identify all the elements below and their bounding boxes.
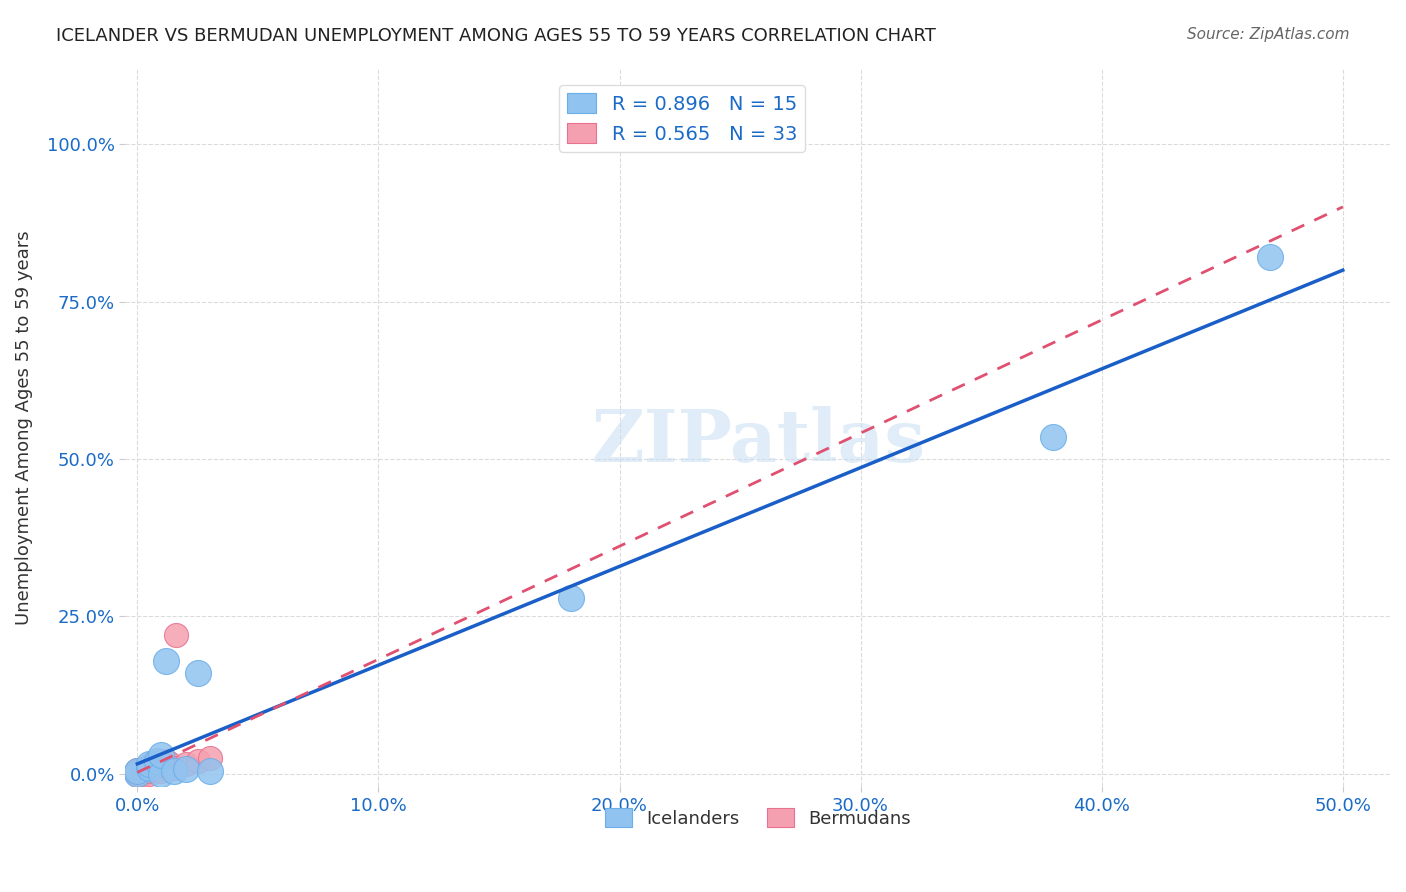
Point [187, 666, 209, 681]
Point [1260, 251, 1282, 265]
Point [157, 756, 180, 770]
Point [131, 764, 153, 779]
Point [138, 761, 160, 775]
Point [174, 762, 197, 776]
Text: ZIPatlas: ZIPatlas [591, 407, 925, 477]
Point [127, 767, 149, 781]
Point [155, 653, 177, 667]
Point [141, 763, 163, 777]
Point [150, 757, 173, 772]
Point [174, 757, 197, 772]
Y-axis label: Unemployment Among Ages 55 to 59 years: Unemployment Among Ages 55 to 59 years [15, 230, 32, 624]
Point [150, 764, 173, 778]
Point [198, 764, 221, 778]
Point [138, 757, 160, 772]
Point [138, 764, 160, 778]
Point [145, 754, 167, 768]
Point [127, 763, 149, 777]
Legend: Icelanders, Bermudans: Icelanders, Bermudans [598, 801, 918, 835]
Text: Source: ZipAtlas.com: Source: ZipAtlas.com [1187, 27, 1350, 42]
Point [127, 767, 149, 781]
Point [1042, 430, 1064, 444]
Point [131, 763, 153, 777]
Point [143, 761, 166, 775]
Point [155, 754, 177, 768]
Point [198, 751, 221, 765]
Point [127, 767, 149, 781]
Point [134, 764, 156, 778]
Point [187, 754, 209, 768]
Point [162, 761, 184, 775]
Point [127, 764, 149, 779]
Point [127, 764, 149, 779]
Point [145, 762, 167, 776]
Point [165, 628, 187, 642]
Point [150, 767, 173, 781]
Point [162, 764, 184, 778]
Point [138, 767, 160, 781]
Point [127, 767, 149, 781]
Point [127, 764, 149, 778]
Point [148, 759, 170, 773]
Text: ICELANDER VS BERMUDAN UNEMPLOYMENT AMONG AGES 55 TO 59 YEARS CORRELATION CHART: ICELANDER VS BERMUDAN UNEMPLOYMENT AMONG… [56, 27, 936, 45]
Point [150, 747, 173, 762]
Point [127, 767, 149, 781]
Point [136, 764, 159, 779]
Point [134, 762, 156, 776]
Point [560, 591, 582, 605]
Point [141, 757, 163, 772]
Point [127, 764, 149, 778]
Point [138, 759, 160, 773]
Point [145, 754, 167, 768]
Point [136, 761, 159, 775]
Point [131, 767, 153, 781]
